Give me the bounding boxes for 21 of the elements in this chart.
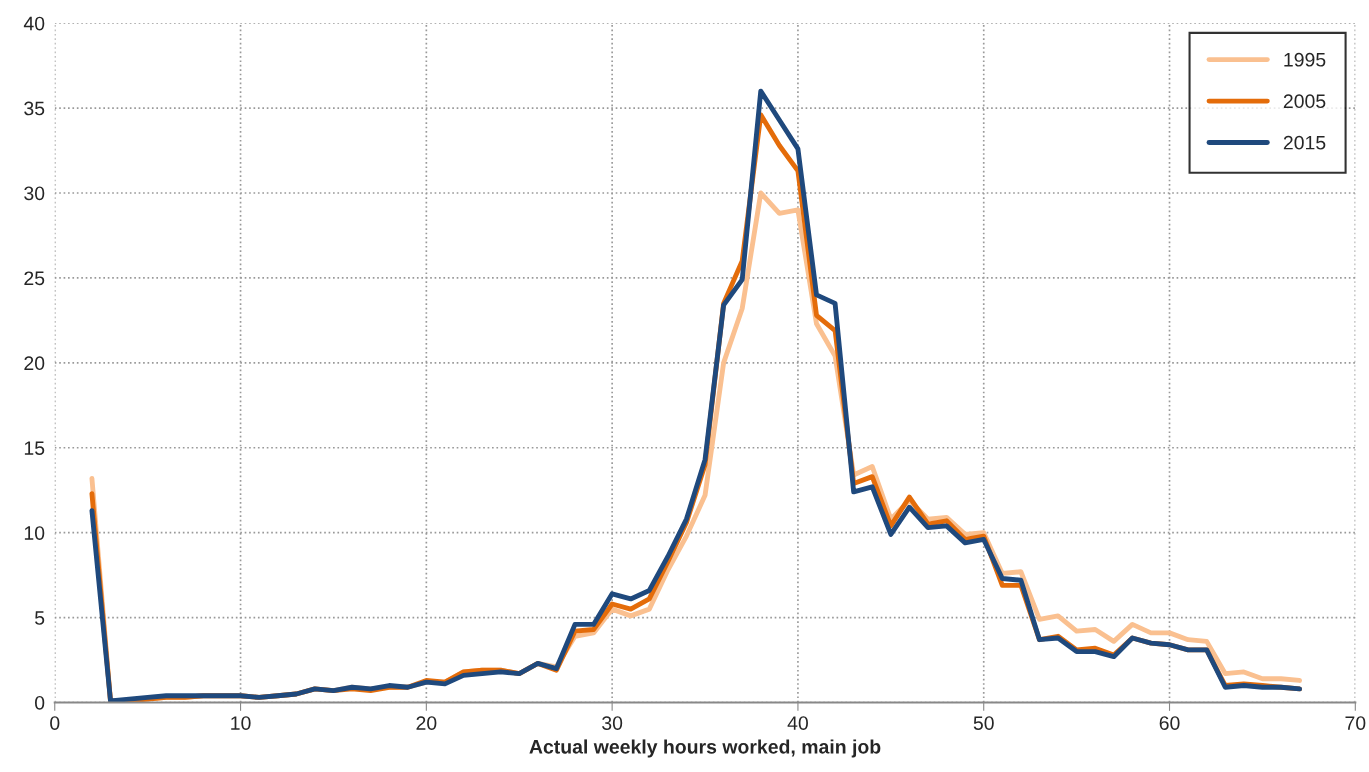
- legend-label: 1995: [1284, 52, 1326, 67]
- y-tick-label: 35: [24, 101, 45, 116]
- x-tick-label: 50: [973, 716, 994, 730]
- y-tick-label: 10: [24, 526, 45, 540]
- legend-label: 2015: [1283, 135, 1326, 150]
- y-tick-label: 20: [24, 356, 45, 371]
- x-tick-label: 70: [1345, 716, 1366, 730]
- x-tick-label: 30: [602, 716, 623, 730]
- legend-label: 2005: [1283, 94, 1326, 109]
- x-tick-label: 20: [416, 716, 437, 730]
- x-tick-label: 0: [50, 716, 60, 730]
- x-tick-label: 60: [1159, 716, 1180, 730]
- y-tick-label: 5: [35, 611, 45, 625]
- x-tick-label: 40: [787, 716, 808, 730]
- y-tick-label: 40: [23, 16, 45, 31]
- y-tick-label: 25: [24, 271, 45, 286]
- x-tick-label: 10: [231, 716, 251, 730]
- y-tick-label: 0: [34, 695, 45, 710]
- x-axis-title: Actual weekly hours worked, main job: [529, 739, 881, 758]
- y-tick-label: 30: [24, 186, 45, 201]
- y-tick-label: 15: [24, 441, 45, 455]
